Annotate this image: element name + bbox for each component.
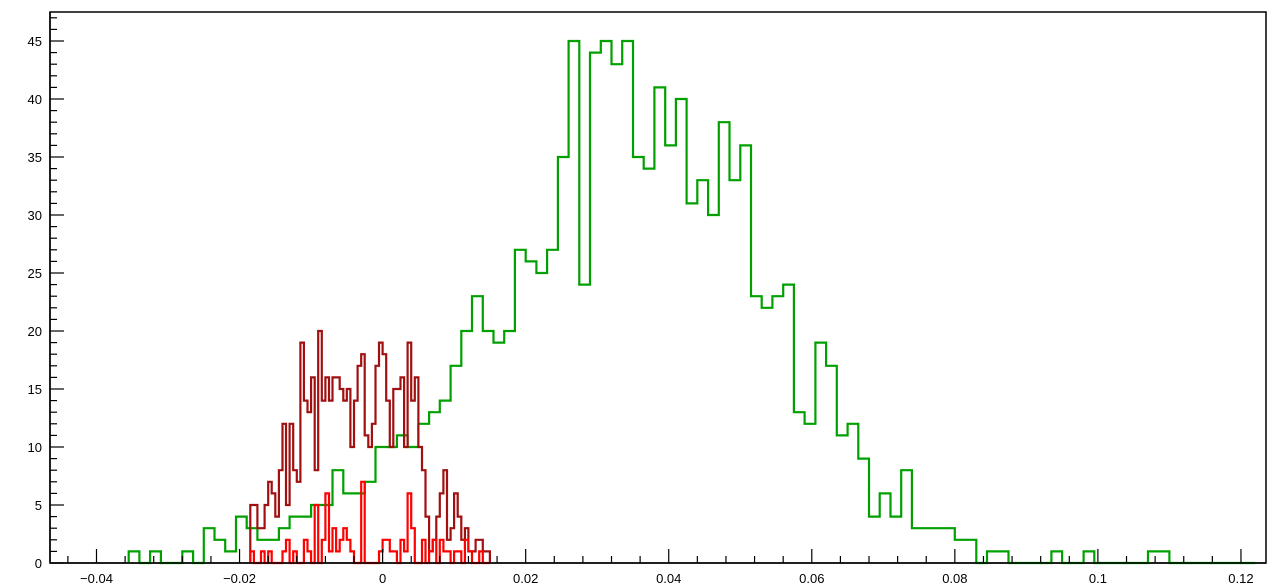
x-tick-label: 0.02 (513, 571, 538, 586)
plot-frame-border (49, 11, 1267, 564)
x-tick-label: −0.04 (80, 571, 113, 586)
x-tick-label: 0.06 (799, 571, 824, 586)
series-1-line (249, 329, 491, 563)
x-tick-label: −0.02 (223, 571, 256, 586)
plot-frame (49, 11, 1267, 564)
x-tick-label: 0.04 (656, 571, 681, 586)
y-tick-label: 15 (28, 382, 42, 397)
y-tick-label: 10 (28, 440, 42, 455)
series-layer (127, 39, 1256, 565)
y-tick-label: 45 (28, 34, 42, 49)
y-tick-label: 0 (35, 556, 42, 571)
y-tick-label: 40 (28, 92, 42, 107)
x-tick-label: 0 (379, 571, 386, 586)
x-tick-label: 0.08 (942, 571, 967, 586)
y-tick-label: 20 (28, 324, 42, 339)
y-tick-label: 5 (35, 498, 42, 513)
x-tick-label: 0.12 (1228, 571, 1253, 586)
tick-labels: −0.04 −0.02 0 0.02 0.04 0.06 0.08 0.1 0.12 0 5 10 15… (28, 34, 1254, 586)
y-tick-label: 35 (28, 150, 42, 165)
series-0-line (127, 39, 1256, 565)
series-2-line (249, 480, 490, 565)
y-tick-label: 30 (28, 208, 42, 223)
x-tick-label: 0.1 (1089, 571, 1107, 586)
axes (49, 12, 1266, 564)
y-tick-label: 25 (28, 266, 42, 281)
